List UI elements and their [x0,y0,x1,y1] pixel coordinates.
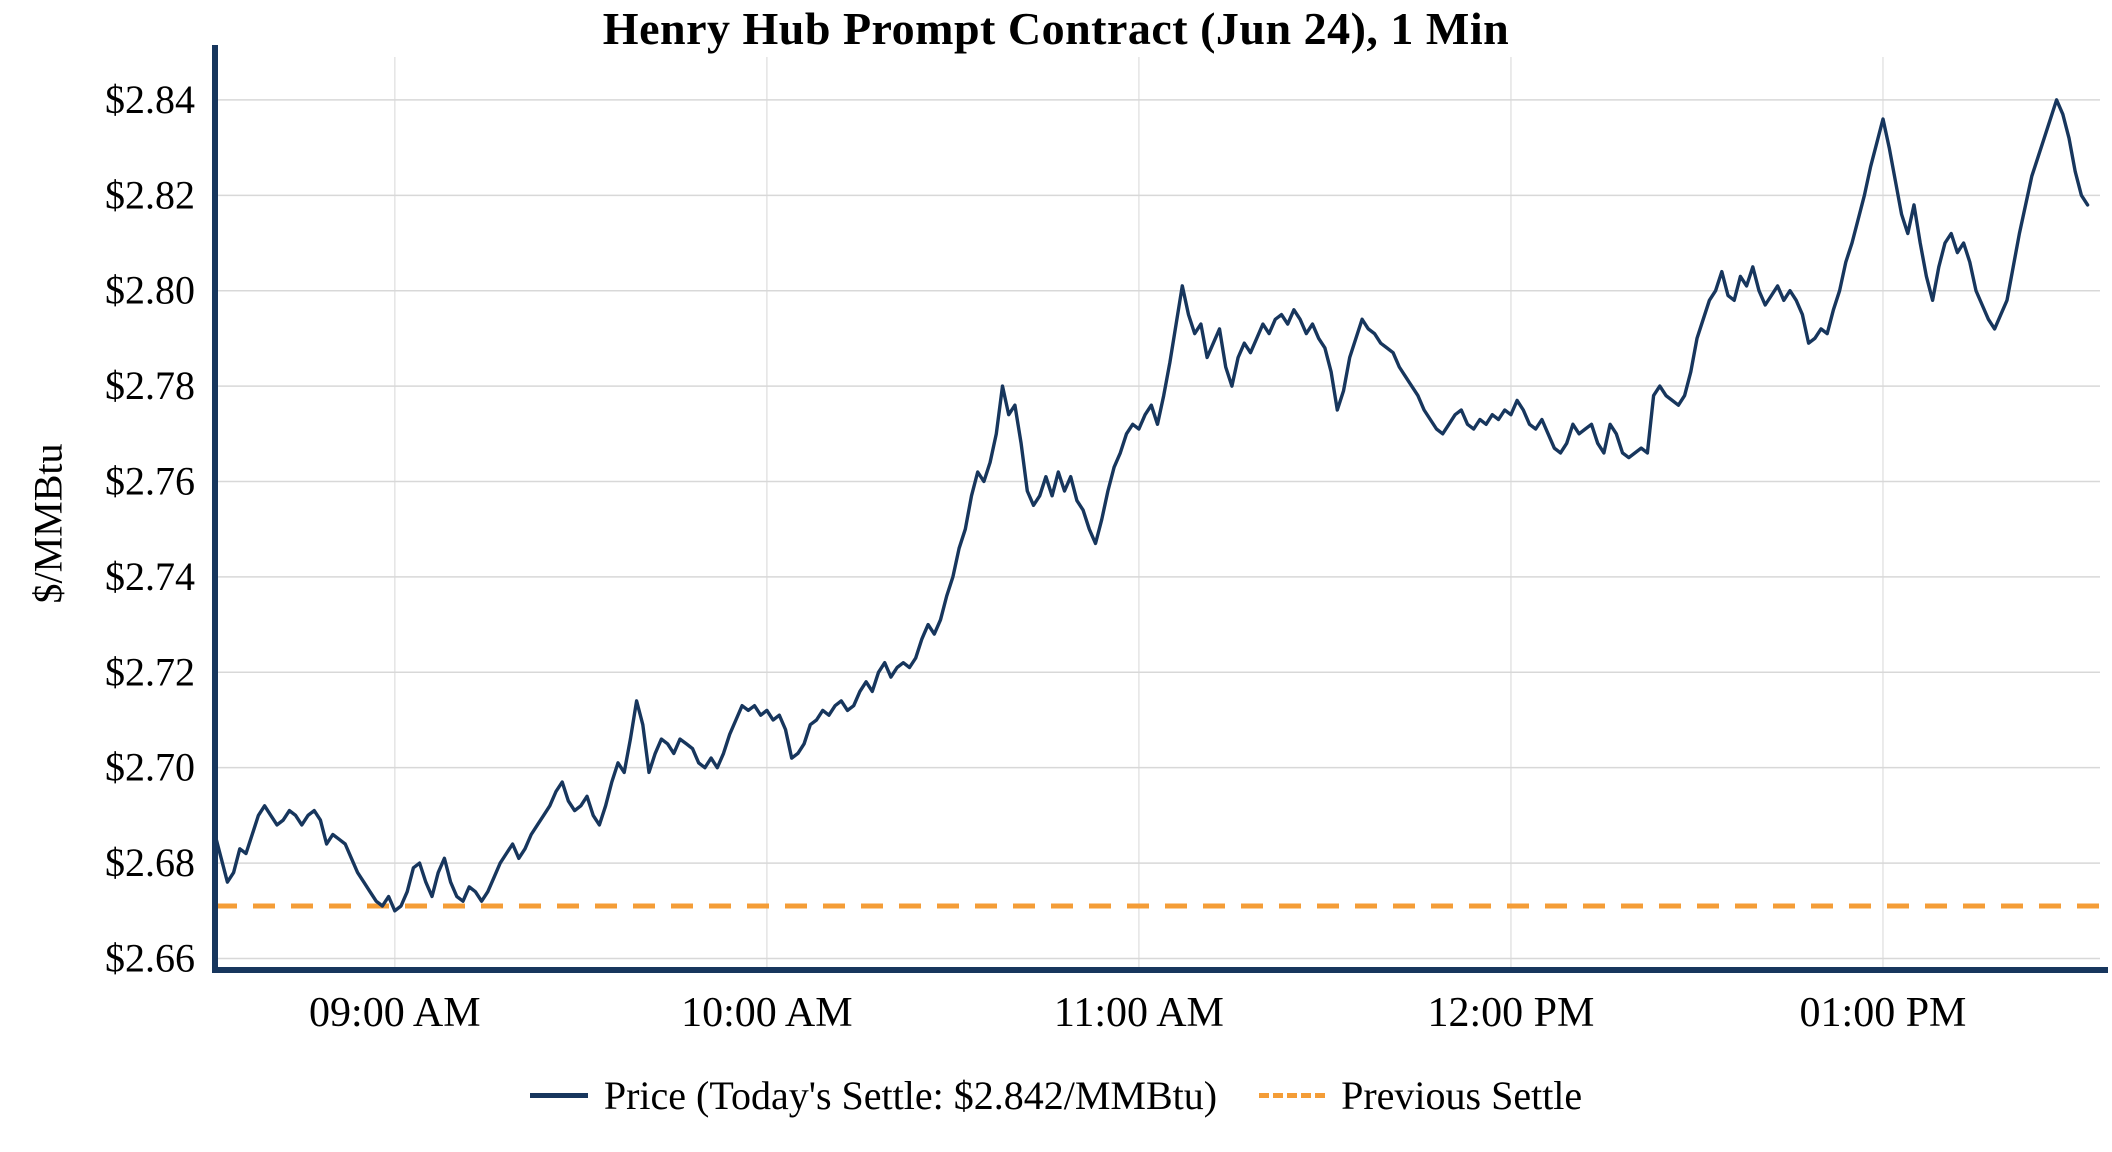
svg-text:10:00 AM: 10:00 AM [681,990,853,1036]
svg-text:12:00 PM: 12:00 PM [1428,990,1595,1036]
price-chart: $2.66 $2.68 $2.70 $2.72 $2.74 $2.76 $2.78 $2.80… [105,45,2108,1036]
legend: Price (Today's Settle: $2.842/MMBtu) Pre… [0,1072,2112,1119]
price-line-sample-icon [529,1093,588,1098]
svg-text:$2.78: $2.78 [105,363,195,408]
svg-text:$2.76: $2.76 [105,458,195,503]
svg-text:$2.66: $2.66 [105,935,195,980]
svg-text:$2.80: $2.80 [105,268,195,313]
svg-text:09:00 AM: 09:00 AM [309,990,481,1036]
svg-text:$2.74: $2.74 [105,554,195,599]
legend-previous-settle-label: Previous Settle [1341,1073,1583,1118]
svg-text:$2.72: $2.72 [105,649,195,694]
svg-text:$2.68: $2.68 [105,840,195,885]
svg-text:11:00 AM: 11:00 AM [1054,990,1224,1036]
previous-settle-sample-icon [1259,1093,1326,1098]
svg-text:$2.84: $2.84 [105,77,195,122]
legend-price-label: Price (Today's Settle: $2.842/MMBtu) [603,1073,1218,1118]
chart-title: Henry Hub Prompt Contract (Jun 24), 1 Mi… [602,3,1510,54]
svg-text:$2.70: $2.70 [105,745,195,790]
svg-text:$2.82: $2.82 [105,172,195,217]
svg-text:01:00 PM: 01:00 PM [1800,990,1967,1036]
